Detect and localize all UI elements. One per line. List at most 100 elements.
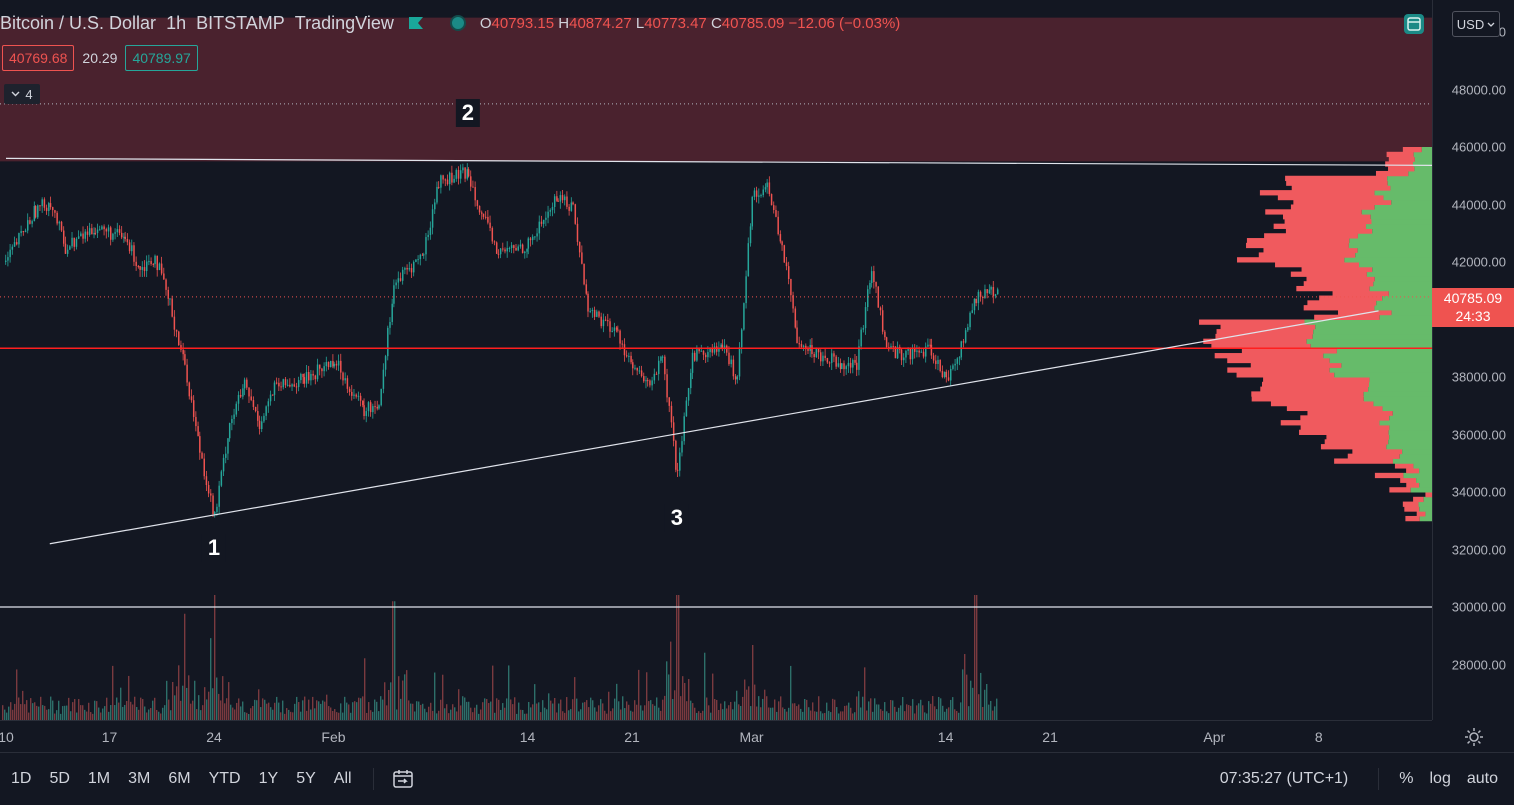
price-tick-label: 44000.00 [1451,197,1506,212]
candle [600,316,602,327]
volume-bar [102,708,104,720]
volume-bar [732,709,734,720]
range-button-5y[interactable]: 5Y [296,770,316,787]
candle [524,251,526,254]
candle [815,348,818,358]
profile-row-buy [1419,482,1432,488]
buy-price-button[interactable]: 40789.97 [125,45,198,71]
candle [779,234,782,242]
volume-bar [684,682,686,720]
wave-label-3[interactable]: 3 [664,503,689,532]
volume-bar [28,712,30,720]
candle [510,245,513,249]
volume-bar [22,690,24,720]
volume-bar [588,707,590,720]
candle [415,259,417,262]
price-chart[interactable] [0,0,1432,720]
layout-icon[interactable] [1402,12,1426,36]
candle [625,355,628,357]
volume-bar [526,713,528,720]
volume-bar [460,705,462,720]
percent-scale-toggle[interactable]: % [1399,770,1414,787]
candle [150,261,152,264]
candle [261,421,263,429]
volume-bar [254,699,256,720]
candle [796,327,798,344]
candle [487,216,489,223]
volume-bar [820,711,822,720]
candle [158,263,161,271]
profile-row-sell [1334,458,1393,464]
candle [718,348,720,352]
candle [37,205,39,218]
range-button-ytd[interactable]: YTD [208,770,241,787]
price-scale[interactable]: 28000.00 30000.00 32000.00 34000.00 36000.00… [1432,0,1514,720]
profile-row-sell [1291,185,1391,191]
profile-row-sell [1319,295,1383,301]
range-button-5d[interactable]: 5D [49,770,70,787]
candle [457,169,460,179]
volume-bar [624,708,626,720]
wave-label-2[interactable]: 2 [455,98,480,127]
volume-bar [822,713,824,720]
trend-line[interactable] [49,310,1379,545]
volume-bar [64,705,66,720]
auto-scale-toggle[interactable]: auto [1466,770,1498,787]
candle [513,245,515,248]
profile-row-sell [1263,377,1370,383]
candle [515,247,517,251]
candle [43,199,46,208]
profile-row-sell [1282,214,1371,220]
volume-bar [404,674,406,720]
sell-price-button[interactable]: 40769.68 [2,45,75,71]
resistance-line[interactable] [5,157,1432,166]
candle [280,386,282,388]
volume-bar [210,638,212,720]
candle [451,172,453,183]
range-button-1m[interactable]: 1M [87,770,111,787]
volume-bar [746,689,748,720]
volume-bar [814,711,816,720]
volume-bar [740,705,742,720]
candle [325,361,328,367]
candle [431,209,434,228]
candle [660,356,662,361]
range-button-1d[interactable]: 1D [11,770,32,787]
price-tick-label: 34000.00 [1451,484,1506,500]
resistance-zone[interactable] [0,17,1432,162]
profile-row-sell [1326,434,1390,440]
clock-time[interactable]: 07:35:27 (UTC+1) [1219,770,1349,787]
volume-bar [592,700,594,720]
flag-icon[interactable] [408,16,424,30]
go-to-date-icon[interactable] [392,769,414,789]
volume-bar [866,710,868,720]
candle [504,249,506,252]
profile-row-buy [1410,487,1432,493]
candle [389,321,391,328]
log-scale-toggle[interactable]: log [1429,770,1451,787]
candle [755,190,758,197]
symbol-name[interactable]: Bitcoin / U.S. Dollar [0,12,157,33]
volume-bar [302,700,304,720]
candle [704,354,707,358]
interval-label[interactable]: 1h [166,12,187,33]
volume-bar [504,707,506,720]
volume-bar [44,705,46,720]
range-button-3m[interactable]: 3M [128,770,151,787]
candle [82,233,84,239]
time-axis[interactable]: 10 17 24 Feb 14 21 Mar 14 21 Apr 8 [0,720,1432,752]
candle [84,231,87,239]
volume-bar [12,709,14,720]
candle [807,349,809,351]
candle [753,190,756,197]
range-button-1y[interactable]: 1Y [258,770,279,787]
indicators-toggle[interactable]: 4 [4,84,40,104]
gear-icon[interactable] [1464,727,1484,747]
candle [387,327,389,357]
candle [534,236,536,238]
volume-bar [290,711,292,720]
range-button-6m[interactable]: 6M [168,770,191,787]
range-button-all[interactable]: All [333,770,352,787]
currency-select[interactable]: USD [1452,11,1500,37]
wave-label-1[interactable]: 1 [201,534,227,563]
